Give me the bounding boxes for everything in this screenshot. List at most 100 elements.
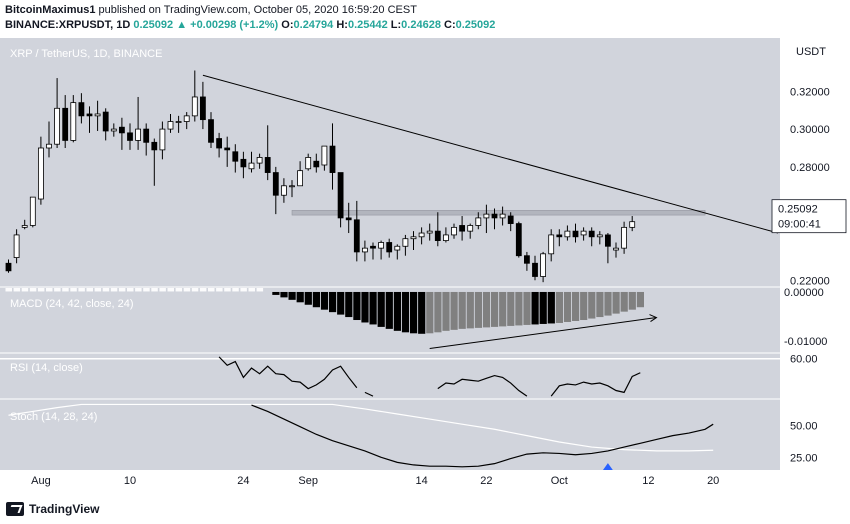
candle-body xyxy=(556,234,563,238)
macd-bar xyxy=(555,291,563,323)
price-axis xyxy=(780,38,850,470)
candle-body xyxy=(451,226,457,236)
macd-bar xyxy=(491,291,499,327)
candle-body xyxy=(102,111,109,132)
macd-bar xyxy=(499,291,507,327)
candle-body xyxy=(588,230,595,238)
macd-bar xyxy=(216,287,223,292)
candle-body xyxy=(378,242,385,249)
candle-body xyxy=(499,213,506,219)
macd-bar xyxy=(304,291,312,305)
candle-body xyxy=(596,234,603,238)
macd-bar xyxy=(418,291,426,334)
macd-bar xyxy=(482,291,491,328)
macd-bar xyxy=(353,291,361,321)
last-price-label: 0.25092 xyxy=(778,204,818,216)
macd-bar xyxy=(21,287,29,292)
candle-body xyxy=(110,128,117,132)
descending-trendline xyxy=(202,74,779,234)
rsi-pane-title: RSI (14, close) xyxy=(10,362,83,374)
candle-body xyxy=(321,145,328,166)
candle-body xyxy=(467,225,474,232)
candle-body xyxy=(54,107,60,145)
open-label: O: xyxy=(281,19,294,31)
time-axis-tick: Aug xyxy=(31,475,51,487)
rsi-line xyxy=(218,356,358,390)
macd-bar xyxy=(410,291,418,334)
macd-bar xyxy=(466,291,474,329)
macd-bar xyxy=(401,291,410,333)
macd-bar xyxy=(507,291,515,326)
low-value: 0.24628 xyxy=(401,19,441,31)
candle-body xyxy=(38,147,44,200)
candle-body xyxy=(605,234,611,247)
macd-bar xyxy=(547,291,555,324)
macd-bar xyxy=(199,287,207,292)
candle-body xyxy=(394,245,401,251)
symbol-line: BINANCE:XRPUSDT, 1D 0.25092 ▲ +0.00298 (… xyxy=(5,19,495,31)
open-value: 0.24794 xyxy=(293,19,334,31)
candle-body xyxy=(240,158,247,168)
price-change: +0.00298 (+1.2%) xyxy=(190,19,279,31)
stoch-layer xyxy=(8,403,714,471)
candle-body xyxy=(191,96,198,117)
time-axis-tick: 20 xyxy=(707,475,719,487)
close-value: 0.25092 xyxy=(455,19,496,31)
macd-bar xyxy=(539,291,547,324)
price-axis-tick: 0.22000 xyxy=(790,275,830,287)
candle-body xyxy=(127,132,133,141)
candle-body xyxy=(224,147,231,151)
chart-panel-background xyxy=(0,38,780,470)
candle-body xyxy=(613,247,619,251)
time-axis xyxy=(0,470,850,494)
macd-bar xyxy=(329,291,337,313)
macd-bar xyxy=(232,287,239,292)
candle-body xyxy=(119,126,125,134)
time-axis-tick: 12 xyxy=(642,475,654,487)
candle-body xyxy=(159,128,166,151)
arrow-head-icon xyxy=(649,314,658,322)
price-axis-tick: 0.30000 xyxy=(790,124,830,136)
macd-divergence-line xyxy=(429,317,657,350)
macd-bar xyxy=(94,287,102,292)
macd-bar xyxy=(248,287,255,292)
macd-bar xyxy=(320,291,329,310)
countdown-label: 09:00:41 xyxy=(778,219,821,231)
high-label: H: xyxy=(336,19,348,31)
macd-bar xyxy=(224,287,231,292)
candle-body xyxy=(540,253,546,277)
macd-bar xyxy=(13,287,21,292)
price-axis-tick: 0.32000 xyxy=(790,86,830,98)
macd-bar xyxy=(563,291,572,322)
candle-body xyxy=(199,96,206,121)
candle-body xyxy=(208,119,214,143)
macd-bar xyxy=(272,291,280,295)
macd-bar xyxy=(515,291,523,326)
price-axis-unit: USDT xyxy=(796,46,826,58)
candle-body xyxy=(548,234,555,255)
candle-body xyxy=(515,223,522,257)
macd-bar xyxy=(288,291,296,300)
candle-body xyxy=(289,185,295,188)
macd-bar xyxy=(612,291,620,314)
macd-bar xyxy=(127,287,134,292)
candle-body xyxy=(183,115,190,122)
macd-bar xyxy=(385,291,393,329)
chart-header: BitcoinMaximus1 published on TradingView… xyxy=(0,0,850,36)
author-name[interactable]: BitcoinMaximus1 xyxy=(5,4,96,16)
macd-bar xyxy=(175,287,183,292)
candle-body xyxy=(264,157,271,173)
brand-name[interactable]: TradingView xyxy=(29,502,100,516)
macd-bar xyxy=(377,291,385,327)
stoch-pane-title: Stoch (14, 28, 24) xyxy=(10,411,97,423)
candle-body xyxy=(272,172,279,196)
candles-layer xyxy=(5,70,636,283)
macd-bar xyxy=(143,287,150,292)
macd-bar xyxy=(167,287,174,292)
low-label: L: xyxy=(390,19,402,31)
candle-body xyxy=(507,215,514,224)
macd-bar xyxy=(531,291,539,325)
candle-body xyxy=(94,113,101,117)
candle-body xyxy=(418,232,425,238)
